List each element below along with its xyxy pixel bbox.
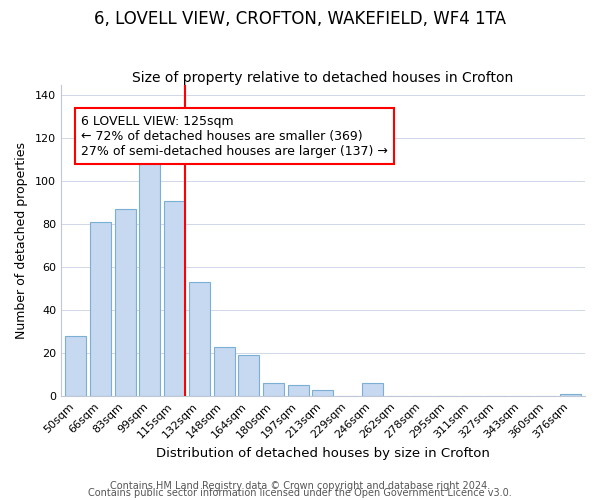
Bar <box>238 356 259 396</box>
Bar <box>313 390 334 396</box>
Title: Size of property relative to detached houses in Crofton: Size of property relative to detached ho… <box>133 70 514 85</box>
Bar <box>164 200 185 396</box>
Bar <box>288 386 309 396</box>
Text: Contains public sector information licensed under the Open Government Licence v3: Contains public sector information licen… <box>88 488 512 498</box>
Bar <box>214 347 235 396</box>
Bar <box>90 222 111 396</box>
Bar <box>65 336 86 396</box>
Text: 6, LOVELL VIEW, CROFTON, WAKEFIELD, WF4 1TA: 6, LOVELL VIEW, CROFTON, WAKEFIELD, WF4 … <box>94 10 506 28</box>
Bar <box>560 394 581 396</box>
X-axis label: Distribution of detached houses by size in Crofton: Distribution of detached houses by size … <box>156 447 490 460</box>
Bar <box>263 384 284 396</box>
Bar <box>362 384 383 396</box>
Bar <box>189 282 210 396</box>
Text: 6 LOVELL VIEW: 125sqm
← 72% of detached houses are smaller (369)
27% of semi-det: 6 LOVELL VIEW: 125sqm ← 72% of detached … <box>81 114 388 158</box>
Y-axis label: Number of detached properties: Number of detached properties <box>15 142 28 339</box>
Text: Contains HM Land Registry data © Crown copyright and database right 2024.: Contains HM Land Registry data © Crown c… <box>110 481 490 491</box>
Bar <box>139 154 160 396</box>
Bar <box>115 209 136 396</box>
